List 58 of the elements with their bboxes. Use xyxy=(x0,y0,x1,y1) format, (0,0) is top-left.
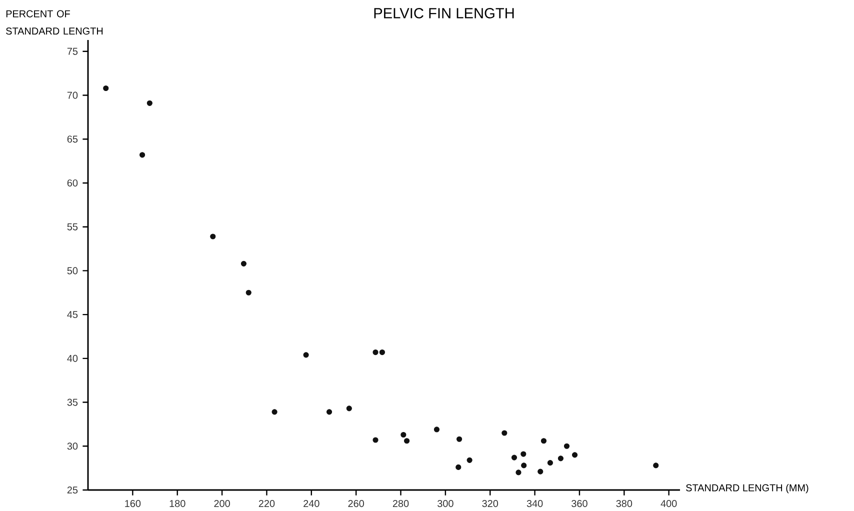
point xyxy=(146,100,152,106)
x-tick-label: 200 xyxy=(214,500,230,508)
point xyxy=(653,462,659,468)
point xyxy=(466,457,472,463)
point xyxy=(139,152,146,158)
point xyxy=(558,456,564,462)
y-tick-label: 40 xyxy=(67,354,78,362)
x-tick-label: 160 xyxy=(125,500,141,508)
point xyxy=(404,438,410,444)
point xyxy=(540,438,547,444)
point xyxy=(272,409,278,415)
point xyxy=(210,234,216,240)
x-tick-label: 260 xyxy=(348,500,364,508)
point xyxy=(456,464,462,470)
x-axis-title: STANDARD LENGTH (MM) xyxy=(686,484,808,494)
y-tick-label: 50 xyxy=(67,267,78,274)
y-tick-label: 25 xyxy=(67,486,78,494)
point xyxy=(520,451,526,457)
y-tick-label: 60 xyxy=(67,179,78,187)
y-tick-label: 30 xyxy=(67,442,78,450)
y-tick-label: 45 xyxy=(67,311,78,318)
point xyxy=(516,470,522,476)
y-tick-label: 35 xyxy=(67,398,78,406)
y-tick-label: 75 xyxy=(67,48,78,55)
y-tick-label: 55 xyxy=(67,223,78,230)
x-tick-label: 340 xyxy=(526,500,543,508)
y-tick-label: 65 xyxy=(67,136,78,143)
x-tick-label: 380 xyxy=(616,500,632,508)
point xyxy=(246,290,252,296)
point xyxy=(538,468,544,474)
x-tick-label: 240 xyxy=(304,500,320,508)
point xyxy=(564,443,570,449)
x-tick-label: 280 xyxy=(392,500,409,508)
y-axis-title: PERCENT OF STANDARD LENGTH xyxy=(6,10,103,35)
point xyxy=(303,352,309,358)
x-tick-label: 300 xyxy=(438,500,454,508)
point xyxy=(379,349,386,356)
point xyxy=(326,409,332,415)
point xyxy=(547,460,553,466)
point xyxy=(511,454,518,460)
point xyxy=(400,432,406,438)
point xyxy=(372,349,378,356)
x-tick-label: 360 xyxy=(572,500,588,508)
point xyxy=(372,437,378,443)
y-tick-label: 70 xyxy=(67,92,78,99)
point xyxy=(434,426,440,432)
point xyxy=(240,260,246,266)
x-tick-label: 400 xyxy=(660,500,677,508)
point xyxy=(456,436,462,442)
point xyxy=(103,85,109,92)
chart-title: PELVIC FIN LENGTH xyxy=(374,8,514,18)
x-tick-label: 180 xyxy=(170,500,186,508)
point xyxy=(521,462,527,468)
point xyxy=(346,406,352,412)
x-tick-label: 320 xyxy=(482,500,498,508)
point xyxy=(502,430,508,436)
x-tick-label: 220 xyxy=(258,500,275,508)
point xyxy=(572,452,578,458)
